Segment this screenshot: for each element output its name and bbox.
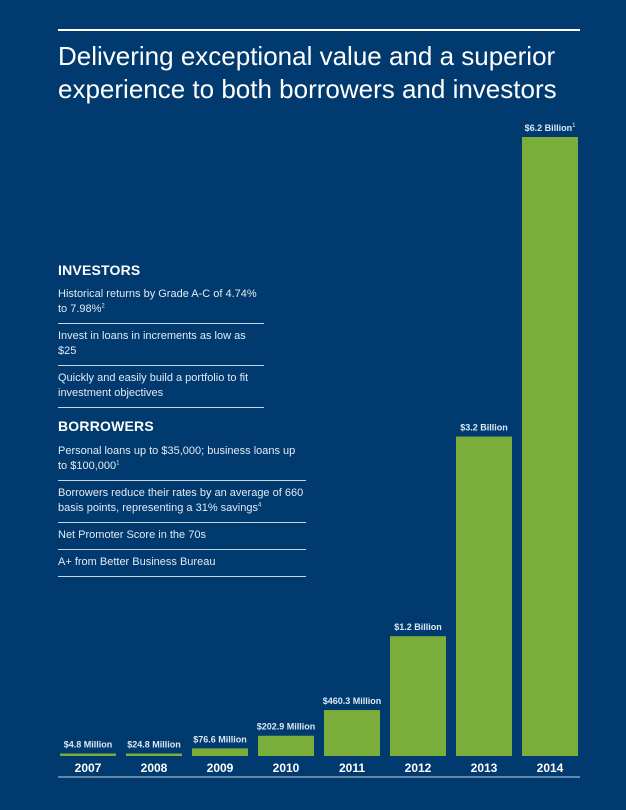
bar-value-label: $24.8 Million	[127, 740, 181, 750]
bar-value-text: $76.6 Million	[193, 734, 247, 744]
bar-2012	[390, 636, 446, 756]
bar-2010	[258, 736, 314, 756]
bar-value-label: $202.9 Million	[257, 722, 316, 732]
bar-value-label: $1.2 Billion	[394, 622, 442, 632]
bar-footnote-marker: 1	[572, 123, 576, 129]
x-tick-label-2007: 2007	[75, 761, 102, 775]
x-tick-label-2009: 2009	[207, 761, 234, 775]
bar-value-text: $202.9 Million	[257, 722, 316, 732]
bar-2007	[60, 754, 116, 757]
bar-value-label: $6.2 Billion1	[525, 123, 577, 133]
bar-2009	[192, 748, 248, 756]
x-tick-label-2014: 2014	[537, 761, 564, 775]
bar-value-text: $4.8 Million	[64, 740, 113, 750]
bar-value-label: $4.8 Million	[64, 740, 113, 750]
x-tick-label-2013: 2013	[471, 761, 498, 775]
bar-2014	[522, 137, 578, 756]
x-tick-label-2010: 2010	[273, 761, 300, 775]
bar-2013	[456, 437, 512, 756]
bar-value-text: $1.2 Billion	[394, 622, 442, 632]
bar-value-label: $460.3 Million	[323, 696, 382, 706]
bar-value-text: $460.3 Million	[323, 696, 382, 706]
bar-value-label: $3.2 Billion	[460, 423, 508, 433]
bar-value-text: $24.8 Million	[127, 740, 181, 750]
bar-value-text: $3.2 Billion	[460, 423, 508, 433]
bar-2011	[324, 710, 380, 756]
x-tick-label-2011: 2011	[339, 761, 365, 775]
x-tick-label-2008: 2008	[141, 761, 168, 775]
volume-bar-chart: $4.8 Million 2007 $24.8 Million 2008 $76.6 M…	[0, 0, 626, 810]
bar-value-label: $76.6 Million	[193, 734, 247, 744]
bar-value-text: $6.2 Billion	[525, 123, 573, 133]
bar-2008	[126, 754, 182, 757]
x-tick-label-2012: 2012	[405, 761, 432, 775]
